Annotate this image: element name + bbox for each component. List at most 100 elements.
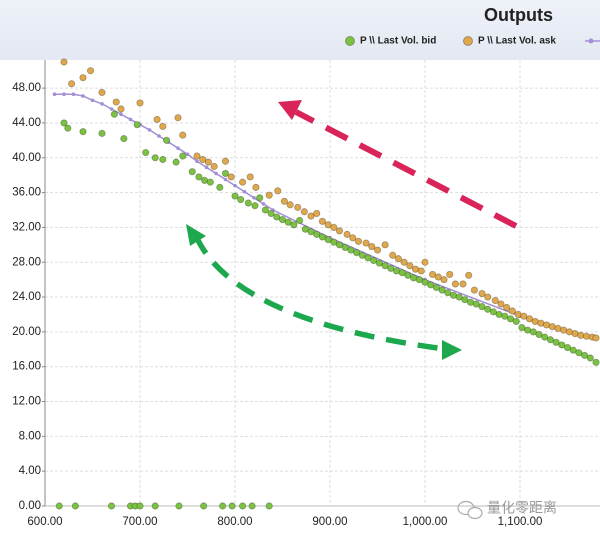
- point: [280, 197, 288, 205]
- point: [172, 158, 180, 166]
- point: [358, 251, 366, 259]
- point: [120, 135, 128, 143]
- point: [461, 296, 469, 304]
- point: [592, 334, 600, 342]
- legend-label: P \\ Last Vol. ask: [478, 36, 556, 47]
- line-point: [128, 117, 133, 122]
- point: [313, 230, 321, 238]
- point: [210, 162, 218, 171]
- point: [497, 300, 505, 308]
- point: [508, 307, 517, 315]
- point: [231, 192, 239, 200]
- point: [142, 148, 150, 157]
- point: [389, 251, 397, 259]
- y-tick-label: 12.00: [12, 396, 41, 408]
- line-point: [261, 202, 266, 206]
- point: [324, 221, 332, 229]
- point: [417, 267, 425, 275]
- point: [387, 264, 395, 272]
- point: [179, 131, 187, 139]
- x-tick-label: 700.00: [122, 516, 157, 528]
- point: [459, 280, 467, 288]
- point: [335, 241, 344, 249]
- point: [503, 303, 511, 312]
- point: [347, 246, 355, 254]
- point: [586, 354, 594, 362]
- point: [343, 230, 351, 238]
- plot-bg: [0, 60, 600, 537]
- point: [506, 315, 515, 323]
- y-tick-label: 40.00: [12, 152, 41, 164]
- point: [239, 178, 247, 186]
- point: [592, 358, 600, 366]
- line-point: [90, 98, 95, 103]
- chart-title: Outputs: [484, 5, 553, 25]
- y-tick-label: 16.00: [12, 361, 41, 373]
- point: [546, 336, 555, 344]
- point: [227, 173, 235, 181]
- point: [265, 502, 273, 510]
- point: [159, 155, 167, 164]
- legend-line-marker: [585, 38, 600, 44]
- point: [444, 289, 452, 297]
- point: [300, 208, 308, 216]
- point: [68, 80, 76, 88]
- point: [286, 201, 294, 209]
- point: [324, 236, 332, 244]
- point: [112, 98, 120, 106]
- point: [373, 246, 382, 254]
- point: [216, 183, 224, 191]
- y-tick-label: 32.00: [12, 221, 41, 233]
- point: [489, 308, 497, 316]
- line-point: [204, 165, 209, 170]
- point: [525, 315, 534, 323]
- point: [64, 124, 72, 132]
- point: [341, 243, 349, 252]
- point: [330, 238, 338, 246]
- legend-marker: [345, 36, 355, 46]
- point: [110, 110, 118, 118]
- header-band: [0, 0, 600, 60]
- y-tick-label: 4.00: [19, 465, 41, 477]
- point: [440, 276, 448, 284]
- line-point: [176, 146, 180, 150]
- point: [301, 225, 309, 233]
- point: [136, 502, 144, 510]
- point: [98, 88, 106, 97]
- point: [330, 223, 338, 232]
- point: [349, 234, 357, 242]
- line-point: [185, 152, 190, 157]
- point: [151, 502, 159, 510]
- x-tick-label: 800.00: [217, 516, 252, 528]
- point: [307, 228, 315, 236]
- point: [415, 276, 423, 284]
- point: [60, 58, 68, 66]
- series-line: [54, 93, 597, 340]
- x-tick-label: 1,100.00: [498, 516, 543, 528]
- point: [563, 343, 572, 352]
- line-point: [242, 189, 247, 194]
- x-tick-label: 900.00: [312, 516, 347, 528]
- y-tick-label: 20.00: [12, 326, 41, 338]
- watermark: 量化零距离: [487, 500, 557, 516]
- point: [265, 191, 273, 199]
- point: [290, 221, 298, 229]
- point: [368, 242, 376, 251]
- point: [438, 286, 446, 294]
- point: [206, 178, 214, 186]
- line-point: [119, 112, 123, 117]
- point: [153, 115, 161, 124]
- line-point: [223, 177, 228, 182]
- point: [421, 278, 429, 286]
- y-tick-label: 0.00: [19, 500, 41, 512]
- point: [252, 183, 260, 191]
- point: [558, 341, 566, 349]
- point: [107, 502, 116, 510]
- point: [239, 502, 247, 510]
- point: [362, 239, 370, 247]
- line-point: [109, 107, 114, 111]
- point: [478, 289, 486, 298]
- point: [174, 114, 182, 122]
- watermark-icon: [457, 500, 483, 520]
